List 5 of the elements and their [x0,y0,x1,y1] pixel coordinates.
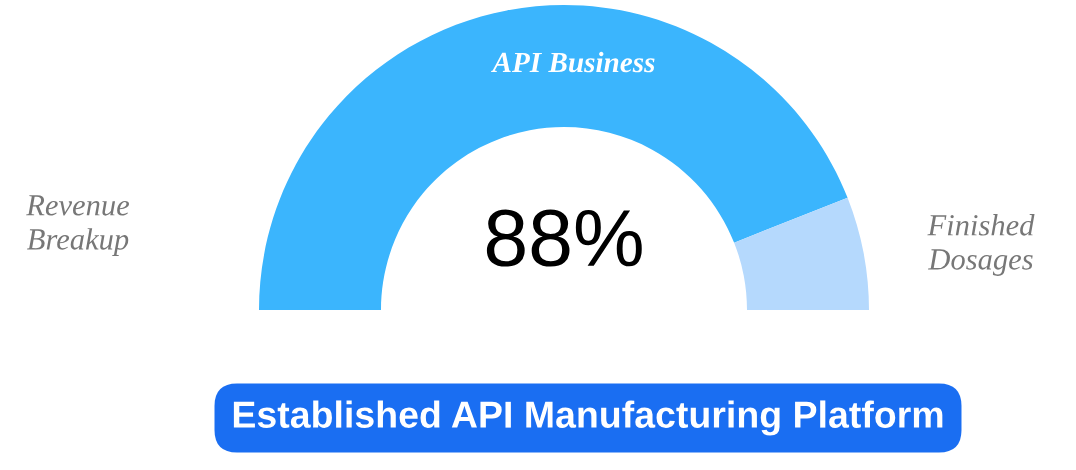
text: Established API Manufacturing Platform [233,400,943,436]
data-label: 88% [486,209,642,267]
slice-label: API Business [491,51,655,73]
text: Revenue Breakup [26,195,130,256]
slice-label: Finished Dosages [927,214,1035,276]
